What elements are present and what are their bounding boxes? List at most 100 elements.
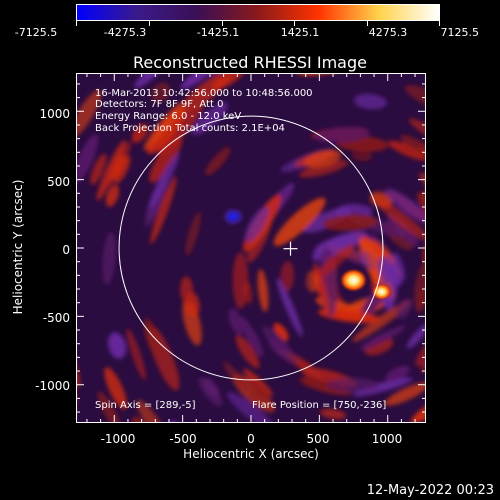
ripple-fringe (276, 278, 303, 337)
colorbar-tick (294, 21, 295, 26)
ripple-fringe (239, 316, 264, 357)
ripple-fringe (353, 377, 413, 397)
y-tick-label: -1000 (35, 379, 70, 393)
y-tick-label: 500 (47, 175, 70, 189)
ripple-fringe (385, 188, 426, 225)
ripple-fringe (76, 89, 102, 139)
ripple-fringe (143, 318, 159, 355)
ripple-fringe (395, 298, 412, 319)
spin-axis-text: Spin Axis = [289,-5] (95, 400, 196, 411)
info-detectors: Detectors: 7F 8F 9F, Att 0 (95, 99, 224, 110)
ripple-fringe (410, 391, 426, 423)
flare-position-text: Flare Position = [750,-236] (252, 400, 387, 411)
ripple-fringe (132, 416, 148, 423)
ripple-fringe (232, 252, 249, 309)
ripple-fringe (262, 325, 297, 365)
ripple-fringe (108, 332, 127, 359)
ripple-fringe (400, 134, 426, 175)
ripple-fringe (353, 93, 387, 110)
ripple-fringe (235, 335, 260, 369)
flare-source (339, 268, 368, 293)
ripple-fringe (273, 197, 326, 246)
ripple-fringe (126, 328, 146, 380)
colorbar-label: -7125.5 (14, 26, 58, 39)
ripple-fringe (280, 261, 295, 293)
ripple-fringe (150, 82, 171, 103)
ripple-fringe (180, 276, 194, 305)
colorbar-tick (367, 21, 368, 26)
colorbar-tick (149, 21, 150, 26)
ripple-fringe (245, 376, 269, 399)
ripple-fringe (247, 213, 273, 263)
ripple-fringe (191, 102, 228, 136)
ripple-fringe (150, 176, 177, 244)
ripple-fringe (257, 269, 269, 312)
x-axis-label: Heliocentric X (arcsec) (183, 447, 319, 461)
colorbar-label: -1425.1 (196, 26, 240, 39)
colorbar-label: 7125.5 (440, 26, 480, 39)
negative-source (221, 206, 246, 227)
colorbar-tick (76, 21, 77, 26)
ripple-fringe (373, 196, 426, 242)
ripple-fringe (143, 102, 183, 151)
spin-axis-marker (283, 241, 298, 256)
ripple-fringe (244, 206, 269, 243)
x-tick-label: -1000 (100, 432, 136, 446)
x-tick-label: 500 (306, 432, 330, 446)
ripple-fringe (147, 106, 187, 154)
ripple-fringe (136, 399, 166, 423)
ripple-fringe (104, 367, 127, 410)
ripple-fringe (134, 73, 176, 89)
ripple-fringe (351, 150, 373, 162)
y-tick-label: 1000 (39, 107, 70, 121)
ripple-fringe (111, 154, 126, 179)
ripple-fringe (105, 184, 120, 207)
ripple-fringe (76, 134, 99, 185)
ripple-fringe (317, 243, 355, 278)
ripple-fringe (228, 308, 244, 335)
axis-ticks (76, 73, 426, 423)
ripple-fringe (404, 85, 426, 115)
y-tick-label: -500 (42, 311, 70, 325)
ripple-fringe (387, 140, 426, 161)
ripple-fringe (212, 73, 246, 90)
ripple-fringe (198, 377, 223, 407)
ripple-fringe (322, 214, 378, 231)
flare-source (371, 283, 392, 301)
ripple-fringe (387, 214, 419, 247)
ripple-fringe (102, 231, 116, 285)
solar-limb (118, 115, 384, 381)
colorbar-tick (222, 21, 223, 26)
ripple-fringe (96, 139, 126, 201)
ripple-fringe (273, 323, 289, 342)
ripple-fringe (114, 155, 131, 184)
ripple-fringe (149, 135, 183, 183)
ripple-fringe (306, 270, 319, 293)
ripple-fringe (384, 382, 426, 406)
info-method-counts: Back Projection Total counts: 2.1E+04 (95, 123, 285, 134)
x-tick-label: 1000 (371, 432, 403, 446)
ripple-fringe (359, 325, 407, 351)
ripple-fringe (326, 377, 379, 393)
x-tick-label: 0 (247, 432, 255, 446)
ripple-fringe (320, 408, 347, 420)
ripple-fringe (385, 365, 410, 382)
ripple-fringe (314, 127, 371, 144)
ripple-fringe (131, 123, 148, 143)
ripple-fringe (248, 389, 275, 411)
ripple-fringe (226, 392, 277, 423)
ripple-fringe (148, 152, 180, 209)
ripple-fringe (243, 368, 274, 397)
ripple-fringe (185, 211, 201, 256)
ripple-fringe (223, 361, 251, 394)
x-tick-label: -500 (169, 432, 197, 446)
ripple-fringe (393, 252, 405, 281)
render-timestamp: 12-May-2022 00:23 (366, 483, 494, 498)
ripple-fringe (303, 149, 342, 168)
colorbar (76, 4, 440, 21)
colorbar-label: -4275.3 (103, 26, 147, 39)
info-energy-range: Energy Range: 6.0 - 12.0 keV (95, 111, 242, 122)
y-axis-label: Heliocentric Y (arcsec) (11, 179, 25, 315)
ripple-fringe (90, 153, 107, 185)
colorbar-label: 4275.3 (368, 26, 408, 39)
